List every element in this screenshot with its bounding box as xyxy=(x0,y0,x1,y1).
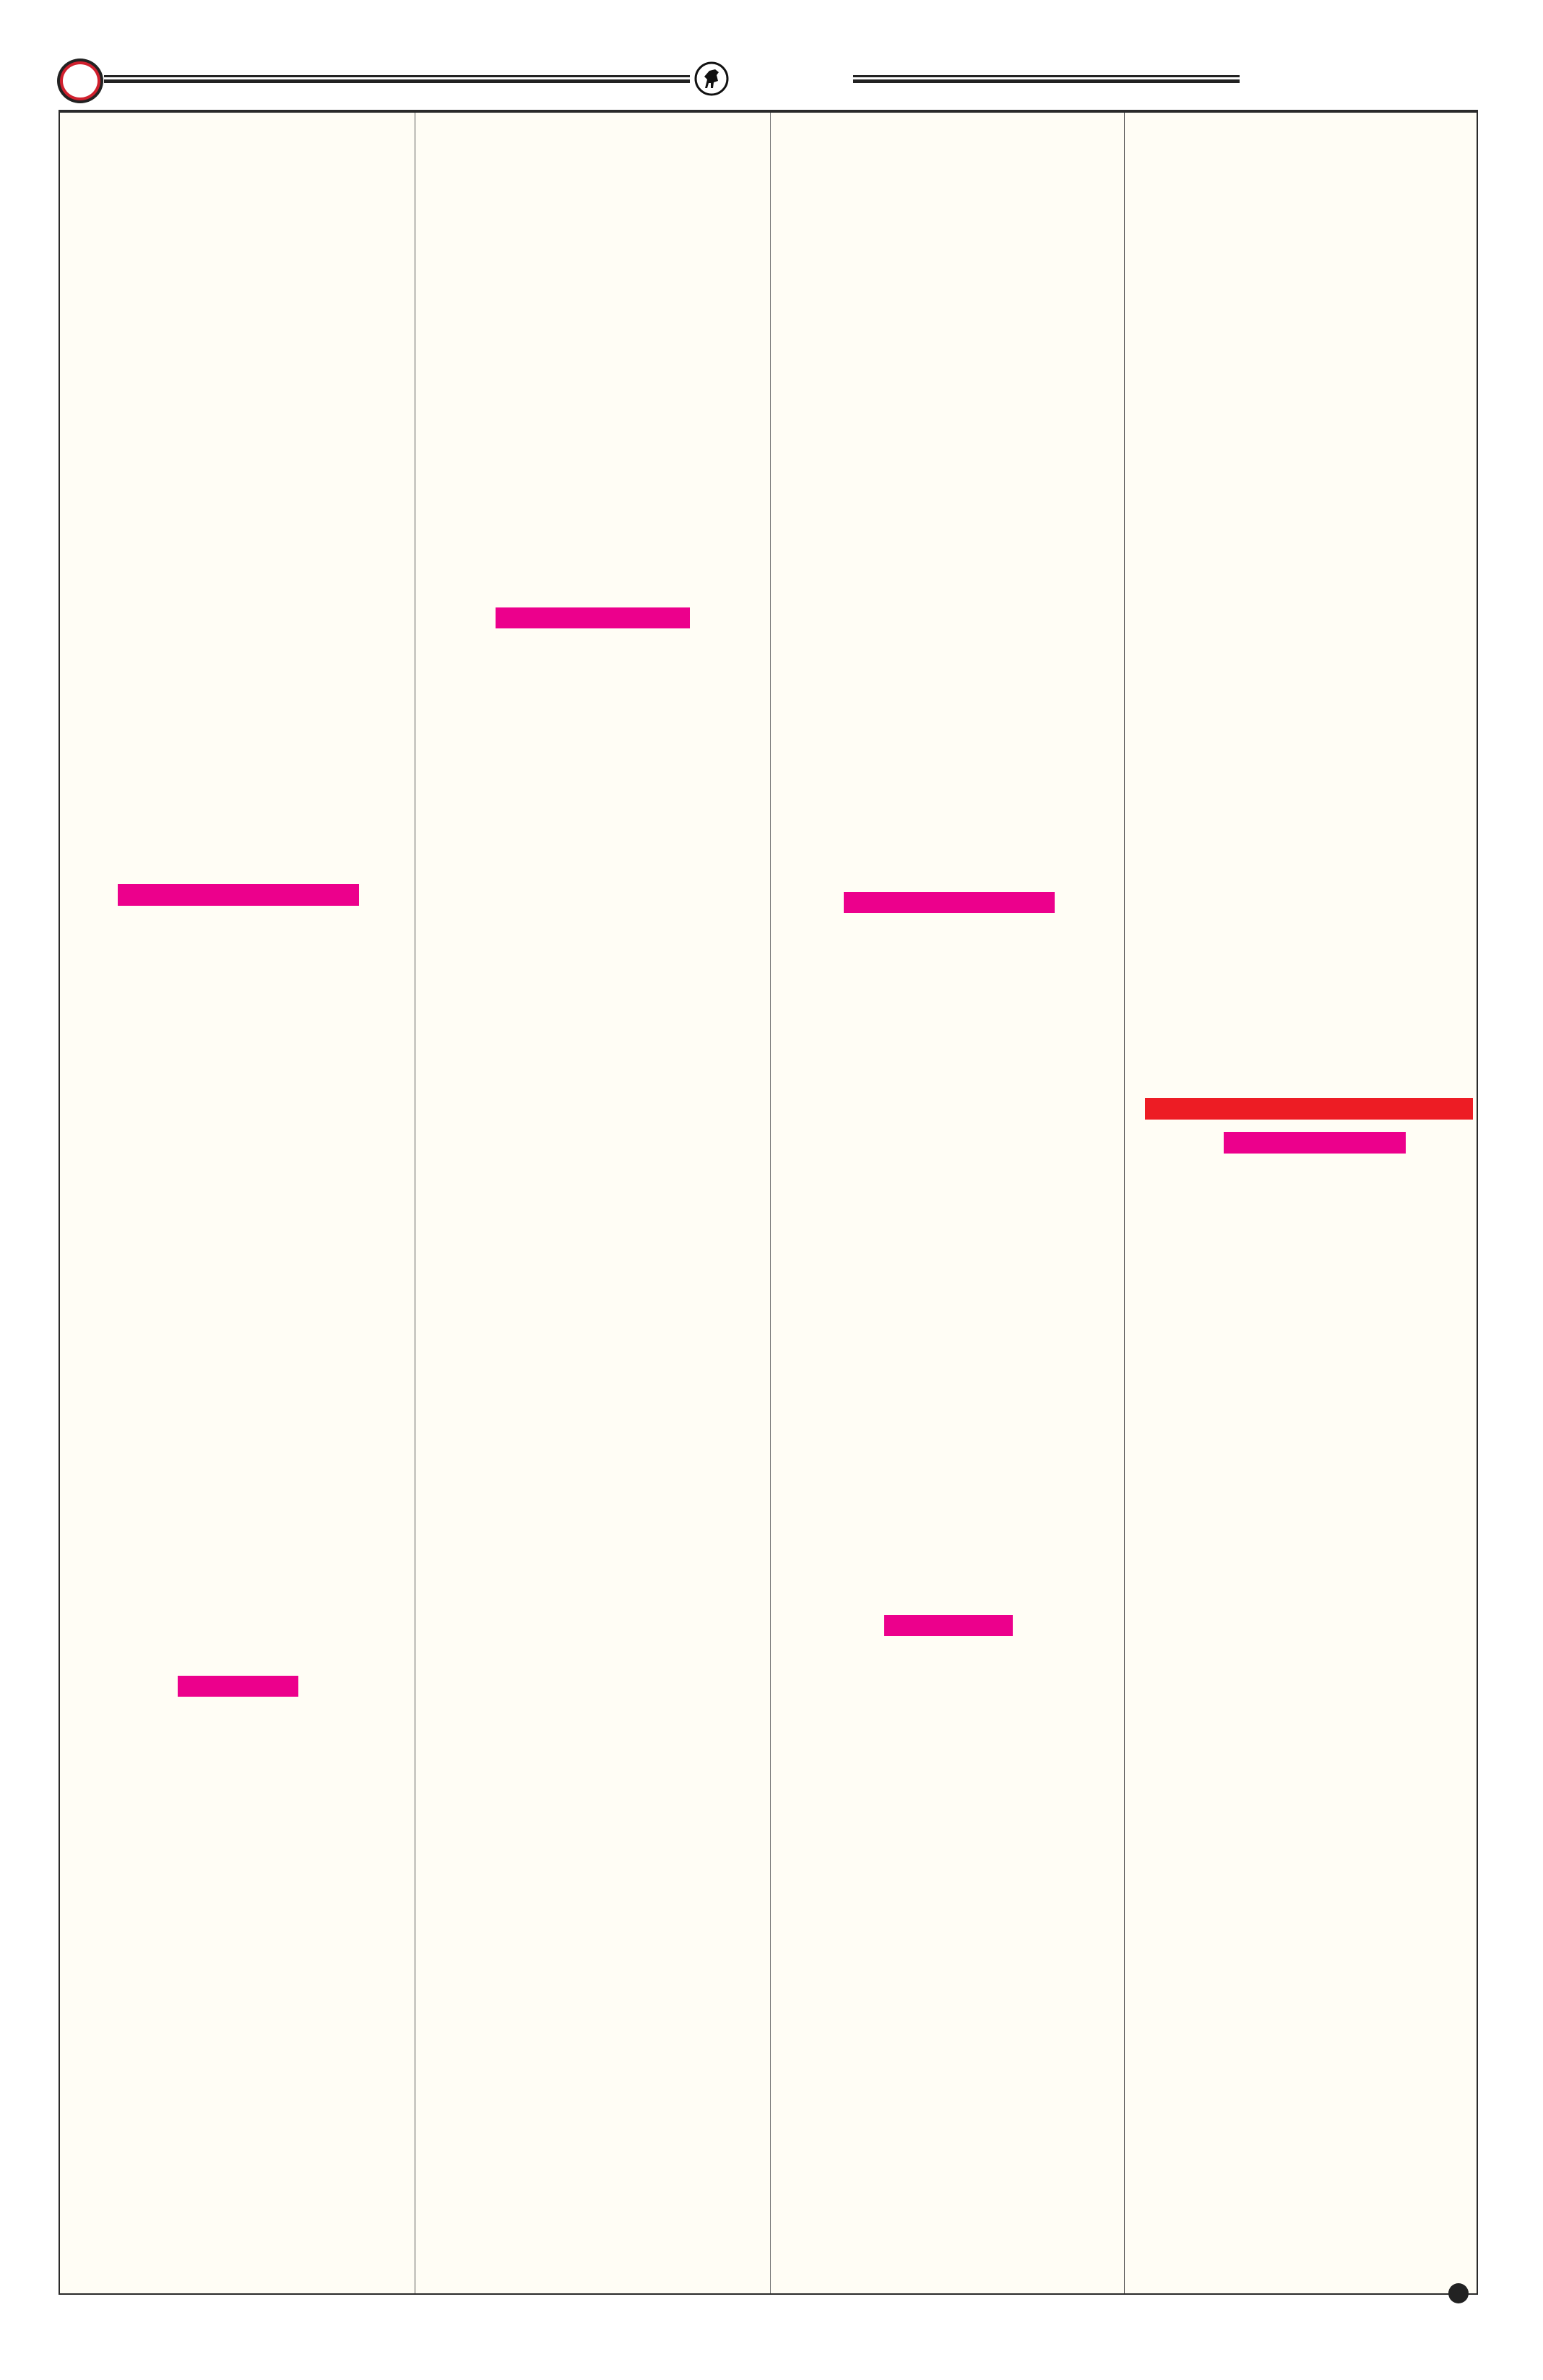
header-rule-left xyxy=(104,75,690,83)
highlight-bar-col3-b xyxy=(884,1615,1013,1636)
highlight-bar-col1-b xyxy=(178,1676,298,1697)
column-divider-2 xyxy=(770,113,771,2293)
highlight-bar-col3-a xyxy=(844,892,1055,913)
highlight-bar-col1-a xyxy=(118,884,359,906)
filled-dot-icon xyxy=(1448,2283,1469,2303)
rearing-horse-emblem-icon xyxy=(694,61,729,96)
highlight-bar-col4-red xyxy=(1145,1098,1473,1120)
highlight-bar-col2 xyxy=(496,607,690,628)
highlight-bar-col4-magenta xyxy=(1224,1132,1406,1154)
four-column-panel xyxy=(59,110,1478,2295)
column-divider-3 xyxy=(1124,113,1125,2293)
ring-badge-icon xyxy=(57,59,103,103)
header-rule-right xyxy=(853,75,1240,83)
